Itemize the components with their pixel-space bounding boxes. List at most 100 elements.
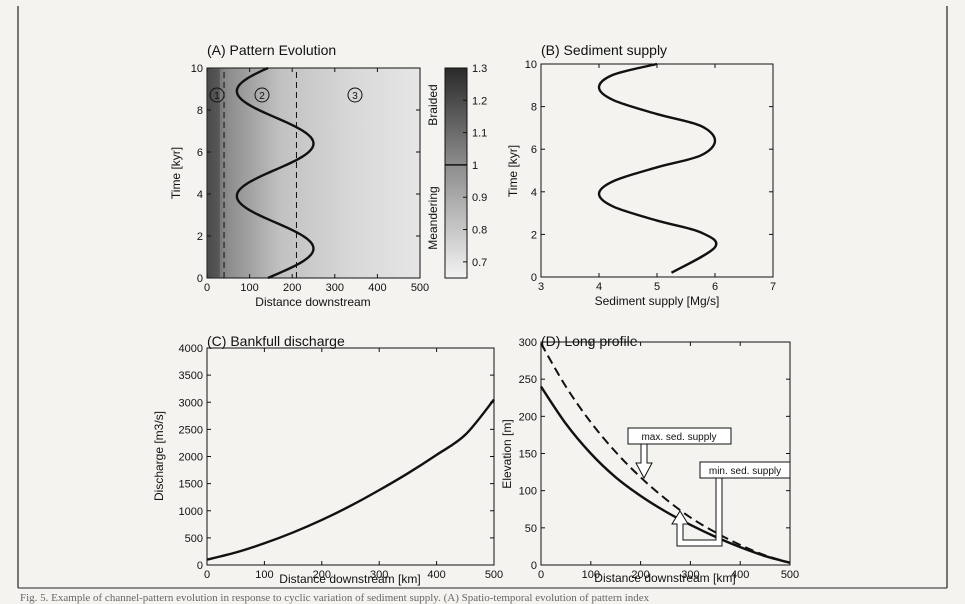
y-tick-label: 0 [531, 560, 537, 572]
svg-text:3: 3 [352, 91, 358, 102]
svg-text:max. sed. supply: max. sed. supply [641, 432, 716, 443]
y-tick-label: 4000 [179, 343, 203, 355]
y-tick-label: 4 [531, 187, 537, 199]
y-tick-label: 3500 [179, 370, 203, 382]
x-tick-label: 300 [326, 282, 344, 294]
x-tick-label: 0 [204, 282, 210, 294]
y-tick-label: 150 [519, 449, 537, 461]
x-tick-label: 0 [204, 569, 210, 581]
y-tick-label: 50 [525, 523, 537, 535]
panel-d-ylabel: Elevation [m] [500, 419, 514, 488]
x-tick-label: 500 [411, 282, 429, 294]
annotation-max-sed-supply: max. sed. supply [627, 427, 732, 480]
y-tick-label: 2 [531, 229, 537, 241]
long-profile-dashed-curve [540, 342, 791, 564]
colorbar-tick-label: 0.8 [472, 225, 487, 237]
y-tick-label: 100 [519, 486, 537, 498]
svg-text:min. sed. supply: min. sed. supply [709, 466, 781, 477]
figure-caption: Fig. 5. Example of channel-pattern evolu… [20, 592, 650, 604]
heatmap-band [207, 68, 220, 278]
x-tick-label: 100 [582, 569, 600, 581]
colorbar-tick-label: 0.7 [472, 257, 487, 269]
x-tick-label: 300 [681, 569, 699, 581]
pattern-boundary-curve [235, 66, 315, 280]
panel-b-xlabel: Sediment supply [Mg/s] [595, 294, 720, 308]
panel-c-ylabel: Discharge [m3/s] [152, 411, 166, 501]
y-tick-label: 8 [197, 105, 203, 117]
colorbar-tick-label: 1.2 [472, 95, 487, 107]
x-tick-label: 4 [596, 281, 602, 293]
y-tick-label: 8 [531, 102, 537, 114]
y-tick-label: 200 [519, 411, 537, 423]
x-tick-label: 400 [427, 569, 445, 581]
x-tick-label: 200 [313, 569, 331, 581]
panel-d-title: (D) Long profile [541, 333, 638, 349]
colorbar-label-braided: Braided [426, 84, 440, 125]
y-tick-label: 2500 [179, 424, 203, 436]
panel-a-title: (A) Pattern Evolution [207, 42, 336, 58]
x-tick-label: 7 [770, 281, 776, 293]
y-tick-label: 300 [519, 337, 537, 349]
x-tick-label: 300 [370, 569, 388, 581]
x-tick-label: 500 [485, 569, 503, 581]
x-tick-label: 3 [538, 281, 544, 293]
svg-text:1: 1 [214, 91, 220, 102]
long-profile-solid-curve [540, 385, 791, 564]
panel-b-plot-area [540, 63, 774, 278]
panel-d-plot-area [540, 341, 791, 566]
x-tick-label: 100 [240, 282, 258, 294]
x-tick-label: 200 [283, 282, 301, 294]
zone-marker-1: 1 [209, 87, 225, 103]
y-tick-label: 1500 [179, 479, 203, 491]
panel-a-ylabel: Time [kyr] [169, 147, 183, 199]
colorbar [444, 67, 468, 279]
colorbar-tick-label: 1.1 [472, 128, 487, 140]
x-tick-label: 0 [538, 569, 544, 581]
heatmap-bands [207, 68, 220, 278]
panel-d-xlabel: Distance downstream [km] [594, 571, 735, 585]
x-tick-label: 400 [368, 282, 386, 294]
x-tick-label: 5 [654, 281, 660, 293]
panel-c-xlabel: Distance downstream [km] [279, 572, 420, 586]
panel-c-bankfull-discharge: (C) Bankfull discharge 0 100 200 300 400 500 0… [152, 333, 503, 586]
panel-c-plot-area [206, 347, 495, 566]
y-tick-label: 500 [185, 533, 203, 545]
colorbar-tick-label: 0.9 [472, 192, 487, 204]
y-tick-label: 10 [525, 59, 537, 71]
sediment-supply-curve [597, 62, 718, 274]
y-tick-label: 0 [197, 273, 203, 285]
panel-d-long-profile: (D) Long profile 0 100 200 300 400 500 0 50 100 1… [500, 333, 799, 585]
colorbar-tick-label: 1.3 [472, 63, 487, 75]
panel-a-xlabel: Distance downstream [255, 295, 370, 309]
panel-c-title: (C) Bankfull discharge [207, 333, 345, 349]
y-tick-label: 6 [531, 144, 537, 156]
heatmap-field [206, 67, 421, 279]
panel-b-title: (B) Sediment supply [541, 42, 667, 58]
y-tick-label: 250 [519, 374, 537, 386]
panel-a-pattern-evolution: (A) Pattern Evolution 0 100 200 300 400 500 0 2… [169, 42, 487, 309]
y-tick-label: 2 [197, 231, 203, 243]
zone-marker-2: 2 [254, 87, 270, 103]
discharge-curve [206, 398, 495, 561]
annotation-min-sed-supply: min. sed. supply [671, 461, 791, 547]
colorbar-label-meandering: Meandering [426, 186, 440, 249]
x-tick-label: 6 [712, 281, 718, 293]
zone-marker-3: 3 [347, 87, 363, 103]
x-tick-label: 100 [255, 569, 273, 581]
y-tick-label: 10 [191, 63, 203, 75]
x-tick-label: 500 [781, 569, 799, 581]
y-tick-label: 1000 [179, 506, 203, 518]
panel-b-sediment-supply: (B) Sediment supply 3 4 5 6 7 0 2 4 6 8 10 Sedimen… [506, 42, 776, 308]
y-tick-label: 0 [197, 560, 203, 572]
svg-text:2: 2 [259, 91, 265, 102]
y-tick-label: 4 [197, 189, 203, 201]
panel-b-ylabel: Time [kyr] [506, 145, 520, 197]
x-tick-label: 400 [731, 569, 749, 581]
y-tick-label: 3000 [179, 397, 203, 409]
x-tick-label: 200 [631, 569, 649, 581]
y-tick-label: 6 [197, 147, 203, 159]
colorbar-tick-label: 1 [472, 160, 478, 172]
y-tick-label: 2000 [179, 452, 203, 464]
y-tick-label: 0 [531, 272, 537, 284]
